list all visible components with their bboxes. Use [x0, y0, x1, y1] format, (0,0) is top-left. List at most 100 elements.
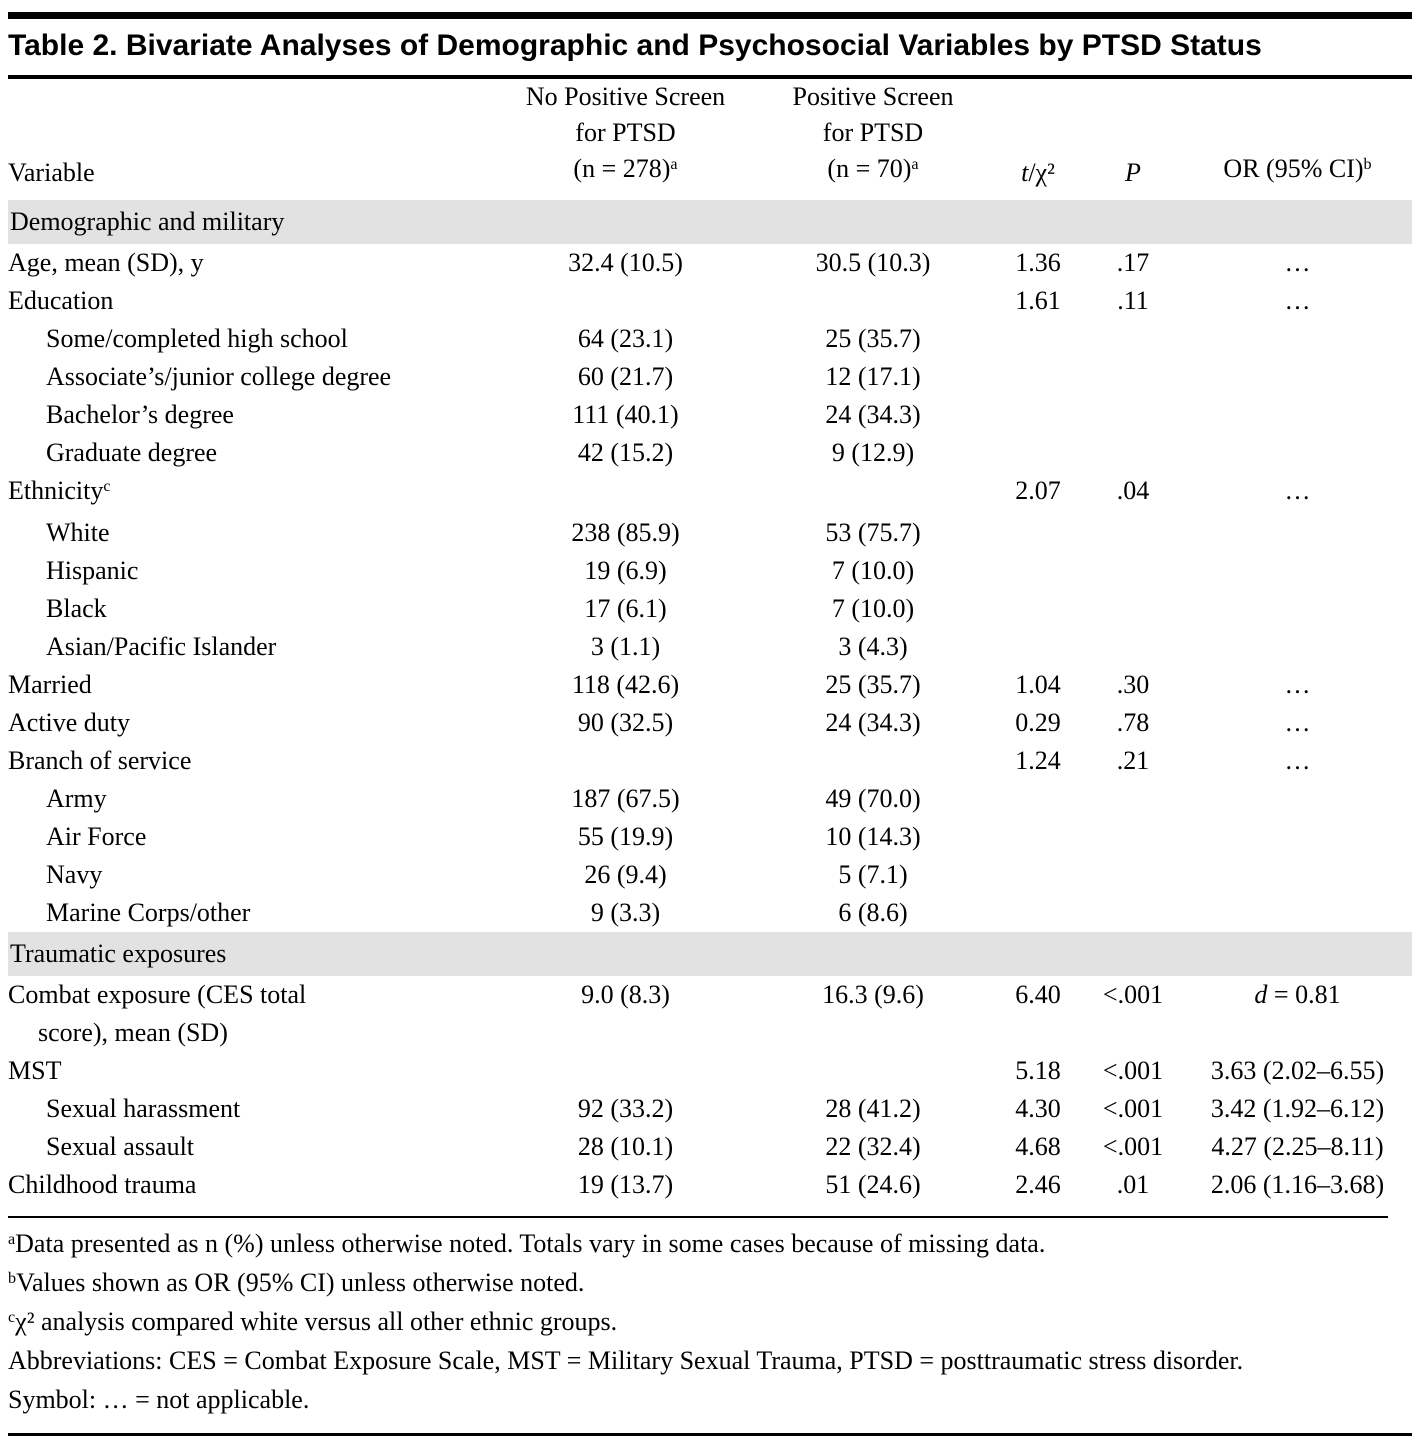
row-label: Married	[8, 670, 92, 699]
title-rule	[8, 75, 1412, 79]
cell-pos-screen: 7 (10.0)	[831, 594, 915, 623]
cell-p-value	[1083, 434, 1183, 472]
header-line: No Positive Screen	[525, 82, 726, 111]
cell-p-value	[1083, 894, 1183, 932]
table-row: Married 118 (42.6) 25 (35.7) 1.04.30…	[8, 666, 1412, 704]
cell-odds-ratio: …	[1284, 286, 1311, 315]
cell-statistic: 0.29	[1015, 708, 1061, 737]
cell-p-value: .78	[1116, 708, 1150, 737]
cell-no-screen: 19 (6.9)	[584, 556, 667, 585]
cell-statistic: 5.18	[1015, 1056, 1061, 1085]
cell-odds-ratio: 3.42 (1.92–6.12)	[1210, 1094, 1385, 1123]
cell-p-value: .21	[1116, 746, 1150, 775]
header-positive-screen: Positive Screen for PTSD (n = 70)a	[753, 79, 993, 200]
cell-no-screen: 92 (33.2)	[577, 1094, 674, 1123]
table-row: Black 17 (6.1) 7 (10.0)	[8, 590, 1412, 628]
table-body: Demographic and military Age, mean (SD), …	[8, 200, 1412, 1210]
header-stat-chi: /χ²	[1028, 158, 1055, 187]
cell-statistic	[993, 320, 1083, 358]
row-label: Active duty	[8, 708, 131, 737]
table-row: Air Force 55 (19.9) 10 (14.3)	[8, 818, 1412, 856]
footnote-symbol: Symbol: … = not applicable.	[8, 1382, 1388, 1421]
cell-odds-ratio	[1183, 628, 1412, 666]
cell-p-value	[1083, 358, 1183, 396]
row-label: Hispanic	[46, 556, 139, 585]
header-odds-ratio: OR (95% CI)b	[1183, 79, 1412, 200]
footnotes: aData presented as n (%) unless otherwis…	[8, 1216, 1388, 1431]
row-label: Associate’s/junior college degree	[46, 362, 392, 391]
cell-odds-ratio: d = 0.81	[1254, 980, 1341, 1009]
table-row: Age, mean (SD), y 32.4 (10.5) 30.5 (10.3) 1…	[8, 244, 1412, 282]
cell-odds-ratio: 2.06 (1.16–3.68)	[1210, 1170, 1385, 1199]
cell-p-value: .11	[1117, 286, 1149, 315]
table-row: Associate’s/junior college degree 60 (21.…	[8, 358, 1412, 396]
footnote-b: bValues shown as OR (95% CI) unless othe…	[8, 1265, 1388, 1304]
cell-p-value	[1083, 590, 1183, 628]
header-line: Positive Screen	[792, 82, 954, 111]
cell-pos-screen: 25 (35.7)	[825, 670, 921, 699]
bottom-rule	[8, 1433, 1412, 1436]
cell-no-screen: 17 (6.1)	[584, 594, 667, 623]
cell-statistic: 1.61	[1015, 286, 1061, 315]
row-label: Education	[8, 286, 114, 315]
cell-statistic: 4.68	[1015, 1132, 1061, 1161]
footnote-marker: b	[1363, 155, 1372, 173]
cell-statistic: 1.36	[1015, 248, 1061, 277]
cell-p-value	[1083, 628, 1183, 666]
cell-no-screen: 42 (15.2)	[577, 438, 674, 467]
row-label: Black	[46, 594, 107, 623]
header-stat-t: t	[1021, 158, 1029, 187]
cell-p-value	[1083, 320, 1183, 358]
cell-p-value: .01	[1116, 1170, 1150, 1199]
footnote-marker: a	[8, 1230, 16, 1248]
cell-p-value: <.001	[1102, 980, 1164, 1009]
cell-pos-screen: 16.3 (9.6)	[822, 980, 924, 1009]
row-label: Asian/Pacific Islander	[46, 632, 277, 661]
row-label: Marine Corps/other	[46, 898, 251, 927]
cell-pos-screen: 22 (32.4)	[825, 1132, 921, 1161]
row-label: Age, mean (SD), y	[8, 248, 204, 277]
cell-pos-screen: 12 (17.1)	[825, 362, 921, 391]
cell-statistic: 2.46	[1015, 1170, 1061, 1199]
cell-no-screen: 64 (23.1)	[577, 324, 674, 353]
cell-statistic	[993, 514, 1083, 552]
table-row: Marine Corps/other 9 (3.3) 6 (8.6)	[8, 894, 1412, 932]
cell-statistic: 6.40	[1015, 980, 1061, 1009]
cell-statistic	[993, 856, 1083, 894]
footnote-abbreviations: Abbreviations: CES = Combat Exposure Sca…	[8, 1343, 1388, 1382]
cell-p-value	[1083, 856, 1183, 894]
cell-no-screen	[498, 472, 753, 514]
section-row: Traumatic exposures	[8, 932, 1412, 976]
cell-p-value: <.001	[1102, 1056, 1164, 1085]
header-no-positive-screen: No Positive Screen for PTSD (n = 278)a	[498, 79, 753, 200]
header-or-text: OR (95% CI)	[1223, 154, 1364, 183]
table-row: Childhood trauma 19 (13.7) 51 (24.6) 2.46 .0…	[8, 1166, 1412, 1210]
cell-no-screen: 60 (21.7)	[577, 362, 674, 391]
cell-no-screen: 238 (85.9)	[571, 518, 680, 547]
cell-pos-screen: 53 (75.7)	[825, 518, 921, 547]
cell-p-value: <.001	[1102, 1132, 1164, 1161]
cell-no-screen	[498, 742, 753, 780]
cell-statistic: 4.30	[1015, 1094, 1061, 1123]
cell-odds-ratio: 4.27 (2.25–8.11)	[1211, 1132, 1384, 1161]
cell-p-value: .17	[1116, 248, 1150, 277]
row-label: Ethnicityc	[8, 476, 111, 505]
cell-no-screen: 3 (1.1)	[590, 632, 661, 661]
cell-no-screen	[498, 1052, 753, 1090]
header-variable: Variable	[8, 158, 95, 187]
footnote-text: Data presented as n (%) unless otherwise…	[15, 1229, 1046, 1258]
cell-pos-screen: 5 (7.1)	[838, 860, 908, 889]
cell-odds-ratio	[1183, 396, 1412, 434]
cell-pos-screen: 28 (41.2)	[825, 1094, 921, 1123]
cell-p-value	[1083, 552, 1183, 590]
table-row: Some/completed high school 64 (23.1) 25 (3…	[8, 320, 1412, 358]
cell-p-value	[1083, 396, 1183, 434]
cell-p-value	[1083, 780, 1183, 818]
table-title: Table 2. Bivariate Analyses of Demograph…	[8, 29, 1262, 62]
section-label: Traumatic exposures	[8, 932, 1412, 976]
row-label: Navy	[46, 860, 103, 889]
footnote-text: Abbreviations: CES = Combat Exposure Sca…	[8, 1346, 1244, 1375]
header-line: for PTSD	[575, 118, 676, 147]
row-label: MST	[8, 1056, 62, 1085]
cell-statistic	[993, 358, 1083, 396]
